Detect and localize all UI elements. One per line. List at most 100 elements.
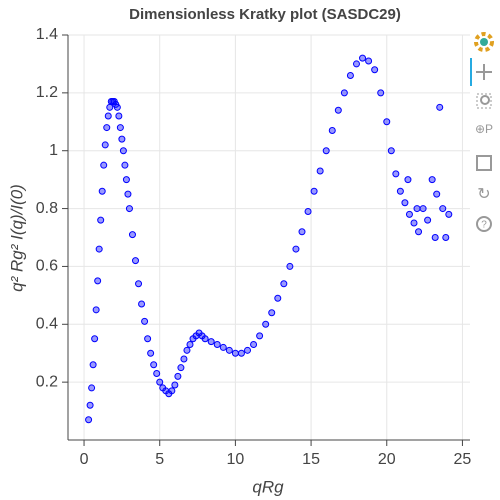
point xyxy=(328,126,336,134)
point xyxy=(237,349,245,357)
point xyxy=(225,346,233,354)
point xyxy=(383,118,391,126)
point xyxy=(101,141,109,149)
y-tick-label: 0.2 xyxy=(36,373,58,390)
point xyxy=(201,335,209,343)
point xyxy=(174,372,182,380)
point xyxy=(428,176,436,184)
point xyxy=(346,72,354,79)
point xyxy=(119,147,127,155)
x-tick-label: 0 xyxy=(80,451,89,468)
x-tick-label: 10 xyxy=(227,451,245,468)
active-indicator xyxy=(470,58,472,86)
point xyxy=(250,341,258,349)
point xyxy=(274,294,282,302)
point xyxy=(125,205,133,213)
point xyxy=(292,245,300,253)
point xyxy=(310,187,318,195)
point xyxy=(304,207,312,215)
pan-tool[interactable] xyxy=(476,64,492,80)
point xyxy=(168,387,176,395)
point xyxy=(262,320,270,328)
point xyxy=(104,112,112,120)
point xyxy=(183,346,191,354)
x-tick-label: 20 xyxy=(378,451,396,468)
point xyxy=(213,341,221,349)
point xyxy=(98,187,106,195)
point xyxy=(147,349,155,357)
y-tick-label: 0.6 xyxy=(36,258,58,275)
point xyxy=(442,234,450,241)
point xyxy=(415,228,423,236)
point xyxy=(231,349,239,357)
point xyxy=(97,216,105,224)
wheel-zoom-tool[interactable]: ⊕P xyxy=(475,122,493,136)
chart-title: Dimensionless Kratky plot (SASDC29) xyxy=(129,6,401,23)
point xyxy=(436,103,444,111)
bokeh-logo[interactable] xyxy=(474,32,494,52)
point xyxy=(334,106,342,114)
point xyxy=(365,57,373,65)
box-zoom-tool[interactable] xyxy=(476,93,492,109)
point xyxy=(116,124,124,132)
point xyxy=(445,210,453,218)
point xyxy=(371,66,379,74)
point xyxy=(122,176,130,184)
point xyxy=(186,341,194,349)
point xyxy=(88,384,96,392)
svg-text:?: ? xyxy=(481,220,487,231)
point xyxy=(387,147,395,155)
point xyxy=(128,231,136,239)
point xyxy=(141,317,149,325)
point xyxy=(392,170,400,178)
point xyxy=(219,343,227,351)
point xyxy=(171,381,179,389)
point xyxy=(413,205,421,213)
y-tick-label: 0.4 xyxy=(36,316,58,333)
point xyxy=(322,147,330,155)
point xyxy=(118,135,126,143)
point xyxy=(410,219,418,227)
help-tool[interactable]: ? xyxy=(476,216,492,232)
point xyxy=(268,309,276,317)
y-tick-label: 1.4 xyxy=(36,26,58,43)
y-tick-label: 1 xyxy=(49,142,58,159)
point xyxy=(396,187,404,195)
point xyxy=(298,228,306,236)
point xyxy=(113,103,121,111)
point xyxy=(103,124,111,132)
point xyxy=(92,306,100,314)
point xyxy=(431,234,439,241)
point xyxy=(135,280,143,288)
reset-tool[interactable]: ↻ xyxy=(477,186,490,203)
point xyxy=(244,346,252,354)
point xyxy=(124,190,132,198)
x-tick-label: 25 xyxy=(454,451,472,468)
point xyxy=(106,103,114,111)
point xyxy=(91,335,99,343)
point xyxy=(115,112,123,120)
point xyxy=(405,210,413,218)
point xyxy=(256,332,264,340)
point xyxy=(433,190,441,198)
x-tick-label: 5 xyxy=(155,451,164,468)
point xyxy=(85,416,93,424)
point xyxy=(207,338,215,346)
point xyxy=(424,216,432,224)
x-axis-label: qRg xyxy=(252,477,284,496)
point xyxy=(180,355,188,363)
point xyxy=(150,361,158,369)
point xyxy=(401,199,409,207)
point xyxy=(280,280,288,288)
point xyxy=(156,378,164,386)
point xyxy=(89,361,97,369)
point xyxy=(121,161,129,169)
save-tool[interactable] xyxy=(476,155,492,171)
point xyxy=(138,300,146,308)
point xyxy=(340,89,348,97)
point xyxy=(439,205,447,213)
point xyxy=(95,245,103,253)
point xyxy=(100,161,108,169)
point xyxy=(153,369,161,377)
